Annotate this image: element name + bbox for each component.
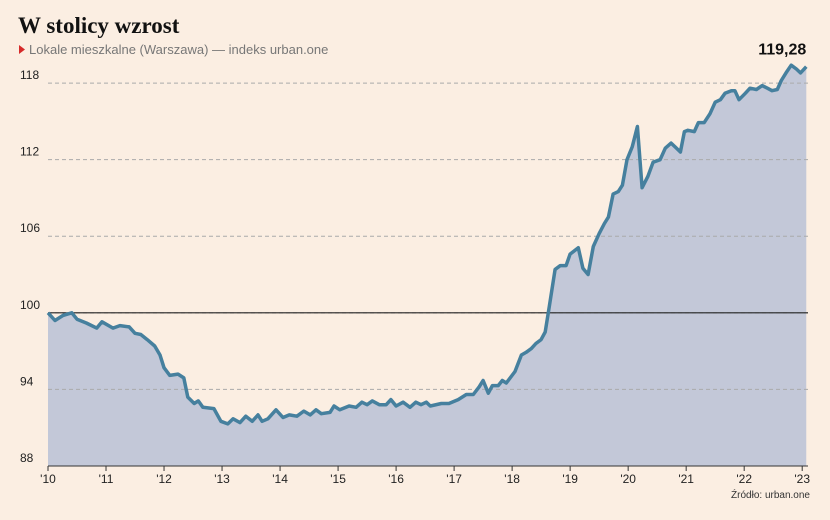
area	[48, 65, 807, 466]
x-tick-label: '17	[446, 472, 462, 486]
source: Źródło: urban.one	[731, 488, 810, 501]
x-tick-label: '19	[562, 472, 578, 486]
x-tick-label: '22	[736, 472, 752, 486]
annotation: 119,28	[758, 42, 806, 59]
subtitle-marker	[19, 45, 25, 54]
chart-subtitle: Lokale mieszkalne (Warszawa) — indeks ur…	[29, 42, 328, 57]
x-tick-label: '13	[214, 472, 230, 486]
x-tick-label: '14	[272, 472, 288, 486]
x-tick-label: '11	[99, 472, 114, 486]
x-tick-label: '12	[156, 472, 172, 486]
x-tick-label: '10	[40, 472, 56, 486]
chart-title: W stolicy wzrost	[18, 13, 180, 38]
x-tick-label: '23	[794, 472, 810, 486]
y-tick-label: 88	[20, 451, 34, 465]
y-tick-label: 112	[20, 145, 39, 159]
x-tick-label: '18	[504, 472, 520, 486]
x-tick-label: '16	[388, 472, 404, 486]
y-tick-label: 94	[20, 374, 34, 388]
x-tick-label: '21	[678, 472, 694, 486]
y-tick-label: 118	[20, 68, 39, 82]
line	[46, 63, 808, 426]
y-tick-label: 106	[20, 221, 40, 235]
x-tick-label: '20	[620, 472, 636, 486]
y-tick-label: 100	[20, 298, 40, 312]
x-tick-label: '15	[330, 472, 346, 486]
